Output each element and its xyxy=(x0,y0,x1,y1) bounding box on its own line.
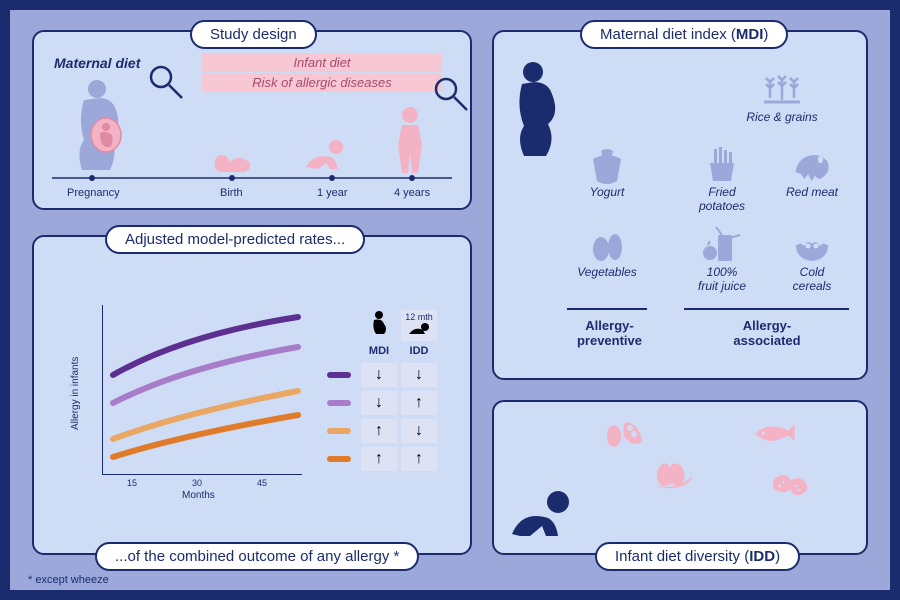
chart-box xyxy=(102,305,302,475)
mdi-vegetables: Vegetables xyxy=(572,225,642,279)
mdi-rice-grains: Rice & grains xyxy=(737,70,827,124)
col-idd: IDD xyxy=(401,345,437,357)
panel-study-title: Study design xyxy=(190,20,317,49)
arrow-cell: ↑ xyxy=(361,447,397,471)
xtick-45: 45 xyxy=(257,478,267,488)
baby-mini-icon xyxy=(407,322,431,336)
mdi-preventive: Allergy- preventive xyxy=(567,318,652,348)
arrow-cell: ↓ xyxy=(401,419,437,443)
y-axis-label: Allergy in infants xyxy=(70,357,81,430)
legend-dash xyxy=(327,456,351,462)
label-infant-diet: Infant diet xyxy=(202,53,442,72)
tl-birth: Birth xyxy=(220,187,243,199)
label-risk: Risk of allergic diseases xyxy=(202,73,442,92)
fish-icon xyxy=(752,416,797,451)
legend-dash xyxy=(327,400,351,406)
legend-row: ↓ ↓ xyxy=(327,363,441,387)
col-mdi: MDI xyxy=(361,345,397,357)
crawling-baby-icon xyxy=(506,488,576,543)
arrow-cell: ↓ xyxy=(401,363,437,387)
chart-curves xyxy=(103,305,303,475)
legend-dash xyxy=(327,428,351,434)
legend-dash xyxy=(327,372,351,378)
legend-row: ↑ ↓ xyxy=(327,419,441,443)
arrow-cell: ↑ xyxy=(401,447,437,471)
pregnant-icon xyxy=(506,60,561,160)
magnifier-icon xyxy=(147,63,187,103)
idd-inner xyxy=(492,400,868,555)
x-axis-label: Months xyxy=(182,490,215,501)
tl-pregnancy: Pregnancy xyxy=(67,187,120,199)
legend-row: ↓ ↑ xyxy=(327,391,441,415)
mdi-divider xyxy=(567,308,647,310)
pregnant-mini-icon xyxy=(369,310,389,336)
xtick-15: 15 xyxy=(127,478,137,488)
mdi-cold-cereals: Cold cereals xyxy=(777,225,847,293)
mdi-fruit-juice: 100% fruit juice xyxy=(687,225,757,293)
legend-table: 12 mth MDI IDD ↓ ↓ ↓ ↑ ↑ ↓ ↑ ↑ xyxy=(327,310,441,475)
birth-icon xyxy=(207,140,257,175)
magnifier-icon xyxy=(432,75,472,115)
arrow-cell: ↓ xyxy=(361,391,397,415)
apple-banana-icon xyxy=(652,455,697,490)
mdi-inner: Yogurt Vegetables Rice & grains Fried po… xyxy=(492,50,868,380)
mdi-associated: Allergy- associated xyxy=(717,318,817,348)
tl-4years: 4 years xyxy=(394,187,430,199)
child-icon xyxy=(390,105,430,175)
peas-icon xyxy=(602,414,647,449)
tl-1year: 1 year xyxy=(317,187,348,199)
panel-mdi-title: Maternal diet index (MDI) xyxy=(580,20,788,49)
col2-sub: 12 mth xyxy=(405,312,433,322)
arrow-cell: ↓ xyxy=(361,363,397,387)
footnote: * except wheeze xyxy=(28,574,109,586)
mdi-fried-potatoes: Fried potatoes xyxy=(687,145,757,213)
panel-rates-title-bottom: ...of the combined outcome of any allerg… xyxy=(95,542,419,571)
arrow-cell: ↑ xyxy=(361,419,397,443)
label-maternal-diet: Maternal diet xyxy=(54,55,140,71)
crawl-icon xyxy=(300,137,350,175)
pregnant-icon xyxy=(62,75,132,175)
mdi-yogurt: Yogurt xyxy=(572,145,642,199)
study-inner: Maternal diet Infant diet Risk of allerg… xyxy=(32,45,472,210)
panel-idd-title: Infant diet diversity (IDD) xyxy=(595,542,800,571)
rates-inner: Allergy in infants Months 15 30 45 12 mt… xyxy=(32,260,472,540)
peanut-icon xyxy=(767,465,812,500)
xtick-30: 30 xyxy=(192,478,202,488)
timeline xyxy=(52,173,452,183)
arrow-cell: ↑ xyxy=(401,391,437,415)
mdi-divider xyxy=(684,308,849,310)
legend-row: ↑ ↑ xyxy=(327,447,441,471)
panel-rates-title-top: Adjusted model-predicted rates... xyxy=(105,225,365,254)
mdi-red-meat: Red meat xyxy=(777,145,847,199)
